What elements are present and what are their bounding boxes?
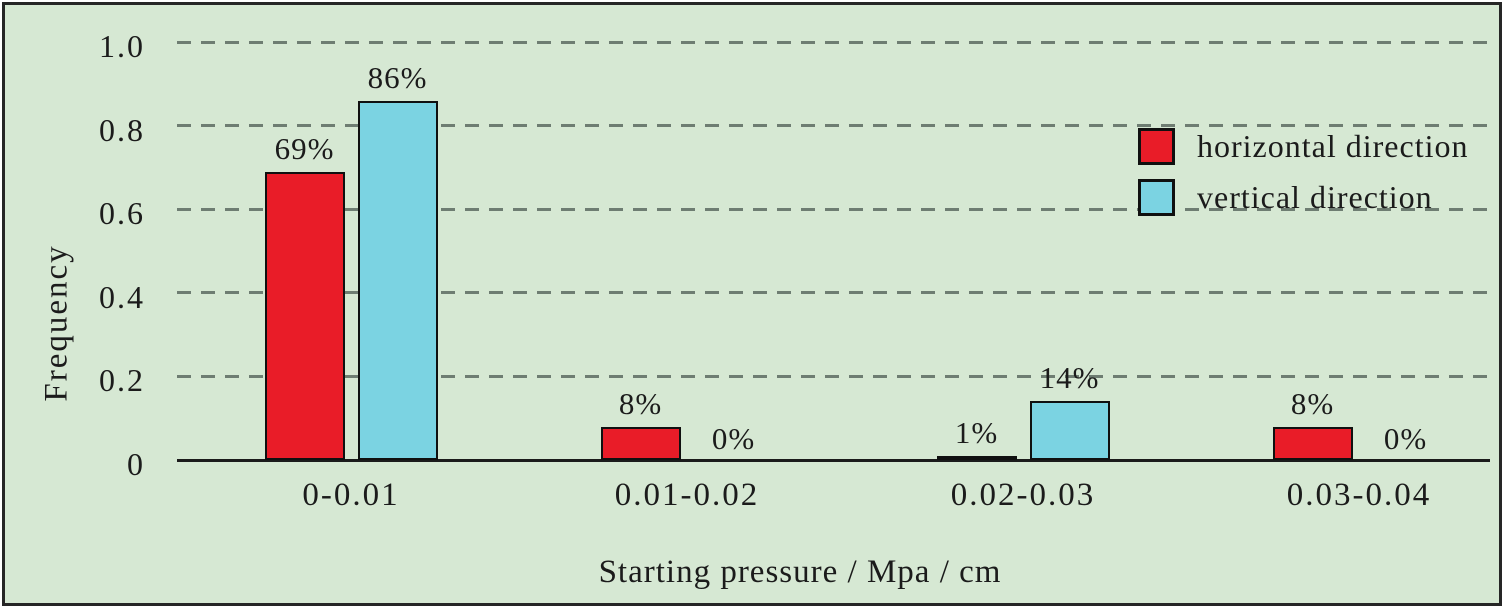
gridline-0.6 [177,207,1490,211]
bar-vertical-0-0.01 [357,101,438,460]
legend-label-horizontal: horizontal direction [1197,128,1469,164]
y-tick-label-0.6: 0.6 [99,195,145,232]
legend-swatch-horizontal-icon [1138,127,1175,165]
legend-swatch-vertical-icon [1138,178,1175,216]
y-tick-label-0: 0 [127,446,145,482]
plot-area: 69% 86% 8% 0% 1% 14% 8% 0% [177,40,1490,462]
bar-value-label-horizontal-0.03-0.04: 8% [1290,386,1335,421]
gridline-0.4 [177,291,1490,295]
bar-horizontal-0-0.01 [264,172,345,460]
legend: horizontal direction vertical direction [1138,126,1468,217]
bar-vertical-0.02-0.03 [1029,401,1110,460]
bar-value-label-vertical-0.01-0.02: 0% [711,421,756,456]
x-axis-line [177,459,1490,462]
bar-horizontal-0.01-0.02 [600,427,681,460]
bar-horizontal-0.02-0.03 [936,456,1017,460]
bar-value-label-horizontal-0-0.01: 69% [274,131,335,166]
bar-value-label-vertical-0-0.01: 86% [367,60,428,95]
gridline-0.2 [177,374,1490,378]
y-tick-label-1.0: 1.0 [99,28,145,64]
bar-value-label-horizontal-0.01-0.02: 8% [618,386,663,421]
category-label-0-0.01: 0-0.01 [302,477,400,513]
bar-horizontal-0.03-0.04 [1272,427,1353,460]
gridline-0.8 [177,124,1490,128]
gridline-1.0 [177,40,1490,44]
legend-item-horizontal: horizontal direction [1138,126,1468,166]
y-tick-label-0.2: 0.2 [99,362,145,399]
bar-value-label-horizontal-0.02-0.03: 1% [954,415,999,450]
y-tick-label-0.8: 0.8 [99,111,145,148]
bar-value-label-vertical-0.02-0.03: 14% [1039,360,1100,395]
category-label-0.03-0.04: 0.03-0.04 [1286,477,1432,513]
y-tick-label-0.4: 0.4 [99,278,145,315]
x-axis-title: Starting pressure / Mpa / cm [598,554,1002,590]
bar-value-label-vertical-0.03-0.04: 0% [1383,421,1428,456]
category-label-0.01-0.02: 0.01-0.02 [614,477,760,513]
category-label-0.02-0.03: 0.02-0.03 [950,477,1096,513]
legend-item-vertical: vertical direction [1138,177,1468,217]
legend-label-vertical: vertical direction [1197,179,1433,215]
